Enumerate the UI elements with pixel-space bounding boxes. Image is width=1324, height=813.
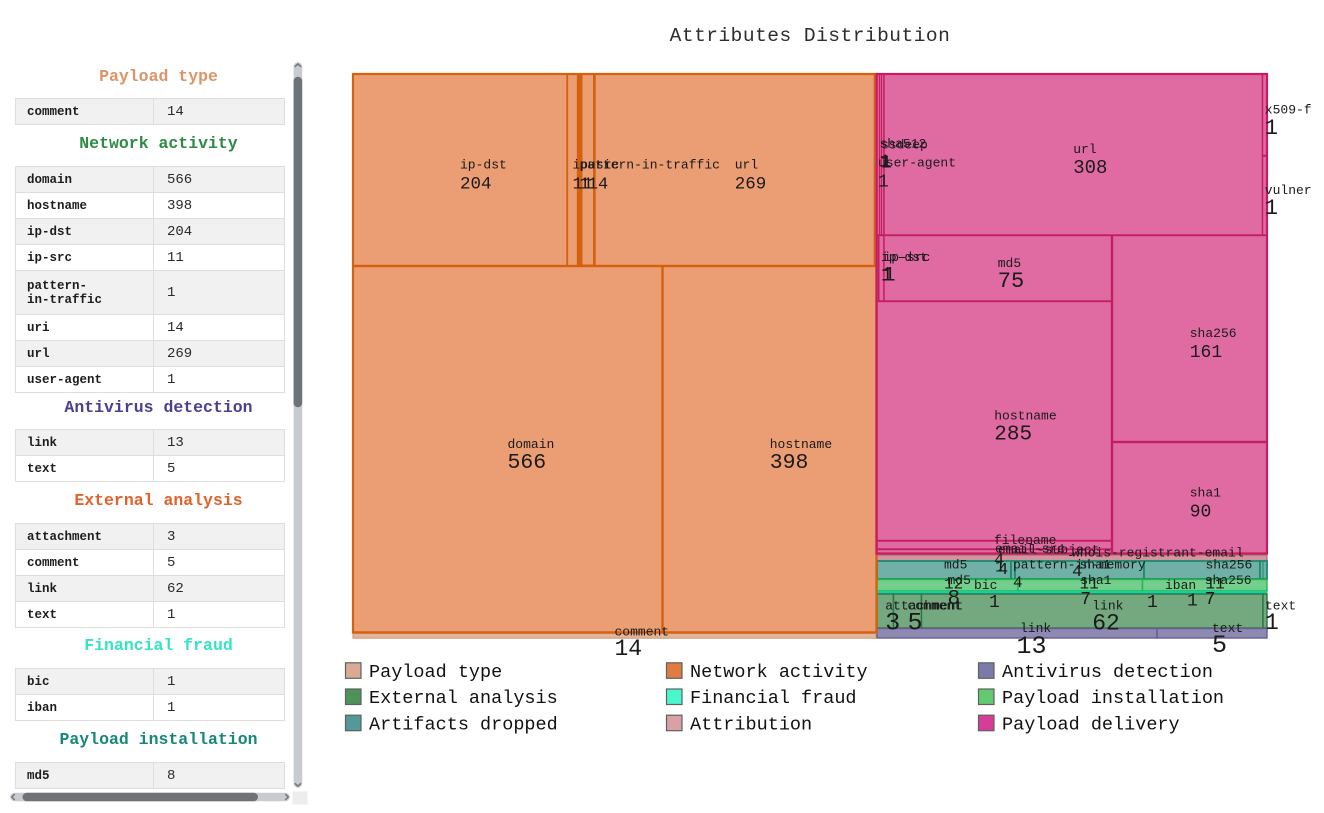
svg-text:url: url — [735, 157, 759, 172]
svg-text:5: 5 — [908, 609, 923, 638]
svg-text:comment: comment — [908, 599, 963, 614]
svg-text:1: 1 — [884, 265, 896, 288]
svg-text:Attributes Distribution: Attributes Distribution — [670, 25, 951, 47]
svg-text:1: 1 — [1265, 116, 1278, 141]
svg-text:md5: md5 — [948, 573, 971, 588]
svg-text:sha1: sha1 — [1190, 486, 1221, 501]
svg-text:566: 566 — [508, 451, 547, 475]
svg-text:md5: md5 — [944, 558, 967, 573]
svg-text:filename: filename — [994, 533, 1056, 548]
svg-text:1: 1 — [1147, 593, 1158, 613]
svg-text:Financial fraud: Financial fraud — [690, 688, 857, 709]
svg-text:sha1: sha1 — [1080, 573, 1111, 588]
svg-text:whois-registrant-email: whois-registrant-email — [1072, 546, 1244, 561]
svg-text:269: 269 — [735, 174, 767, 194]
svg-text:4: 4 — [1072, 563, 1082, 582]
svg-text:Payload installation: Payload installation — [1002, 688, 1224, 709]
svg-text:75: 75 — [998, 269, 1024, 294]
svg-text:x509-f: x509-f — [1265, 103, 1312, 118]
svg-text:1: 1 — [989, 593, 1000, 613]
svg-text:4: 4 — [998, 561, 1008, 580]
svg-text:Attribution: Attribution — [690, 714, 812, 735]
svg-text:1: 1 — [878, 173, 889, 193]
svg-text:7: 7 — [1205, 590, 1216, 610]
svg-text:Network activity: Network activity — [690, 662, 868, 683]
svg-text:pattern-in-traffic: pattern-in-traffic — [580, 157, 720, 172]
svg-text:398: 398 — [770, 451, 809, 475]
svg-text:text: text — [1265, 599, 1296, 614]
svg-text:sha256: sha256 — [1205, 573, 1252, 588]
svg-text:1: 1 — [880, 153, 891, 173]
svg-text:sha256: sha256 — [1206, 558, 1253, 573]
svg-text:ip-dst: ip-dst — [460, 157, 507, 172]
svg-text:90: 90 — [1190, 503, 1212, 523]
svg-text:12: 12 — [944, 576, 963, 594]
svg-text:4: 4 — [994, 552, 1004, 571]
svg-text:sha512: sha512 — [880, 137, 927, 152]
svg-text:hostname: hostname — [770, 437, 832, 452]
svg-text:62: 62 — [1092, 611, 1120, 637]
svg-text:Payload delivery: Payload delivery — [1002, 714, 1180, 735]
svg-text:Antivirus detection: Antivirus detection — [1002, 662, 1213, 683]
svg-text:1: 1 — [1265, 196, 1278, 221]
svg-text:comment: comment — [615, 625, 670, 640]
svg-text:Artifacts dropped: Artifacts dropped — [369, 714, 558, 735]
svg-text:11: 11 — [1206, 576, 1225, 594]
svg-text:4: 4 — [1013, 574, 1023, 592]
svg-text:domain: domain — [508, 437, 555, 452]
svg-text:link: link — [1020, 621, 1051, 636]
svg-text:5: 5 — [1212, 631, 1227, 660]
svg-text:1: 1 — [881, 154, 892, 174]
svg-text:1: 1 — [1265, 610, 1279, 636]
svg-text:7: 7 — [1080, 590, 1091, 610]
svg-text:url: url — [1073, 142, 1097, 157]
svg-text:email-subject: email-subject — [998, 543, 1099, 558]
svg-text:204: 204 — [460, 174, 492, 194]
svg-text:sha1: sha1 — [1080, 558, 1111, 573]
svg-text:1: 1 — [580, 175, 590, 194]
svg-text:uri: uri — [588, 157, 612, 172]
svg-text:ssdeep: ssdeep — [881, 138, 928, 153]
svg-text:ip-dst: ip-dst — [881, 250, 928, 265]
svg-text:ip-src: ip-src — [573, 157, 620, 172]
svg-text:3: 3 — [885, 609, 900, 638]
svg-text:ip-src: ip-src — [884, 250, 931, 265]
svg-text:External analysis: External analysis — [369, 688, 558, 709]
svg-text:link: link — [1092, 599, 1123, 614]
svg-text:pattern-in-memory: pattern-in-memory — [1013, 558, 1146, 573]
svg-text:iban: iban — [1165, 578, 1196, 593]
svg-text:hostname: hostname — [994, 409, 1056, 424]
svg-text:sha256: sha256 — [1190, 326, 1237, 341]
svg-text:308: 308 — [1073, 157, 1107, 179]
svg-text:Payload type: Payload type — [369, 662, 502, 683]
svg-text:email-src: email-src — [995, 542, 1065, 557]
svg-text:285: 285 — [994, 424, 1032, 447]
svg-text:1: 1 — [881, 265, 893, 288]
svg-text:attachment: attachment — [885, 599, 963, 614]
svg-text:14: 14 — [615, 636, 643, 662]
svg-text:bic: bic — [974, 578, 997, 593]
svg-text:11: 11 — [573, 175, 593, 194]
svg-text:vulner: vulner — [1265, 183, 1312, 198]
svg-text:161: 161 — [1190, 343, 1222, 363]
svg-text:1: 1 — [995, 559, 1005, 578]
svg-text:11: 11 — [1080, 576, 1099, 594]
svg-text:14: 14 — [588, 175, 608, 194]
svg-text:8: 8 — [948, 588, 961, 611]
svg-text:text: text — [1212, 621, 1243, 636]
svg-text:1: 1 — [1187, 592, 1198, 612]
svg-text:user-agent: user-agent — [878, 156, 956, 171]
svg-text:md5: md5 — [998, 256, 1021, 271]
svg-text:13: 13 — [1017, 632, 1047, 661]
